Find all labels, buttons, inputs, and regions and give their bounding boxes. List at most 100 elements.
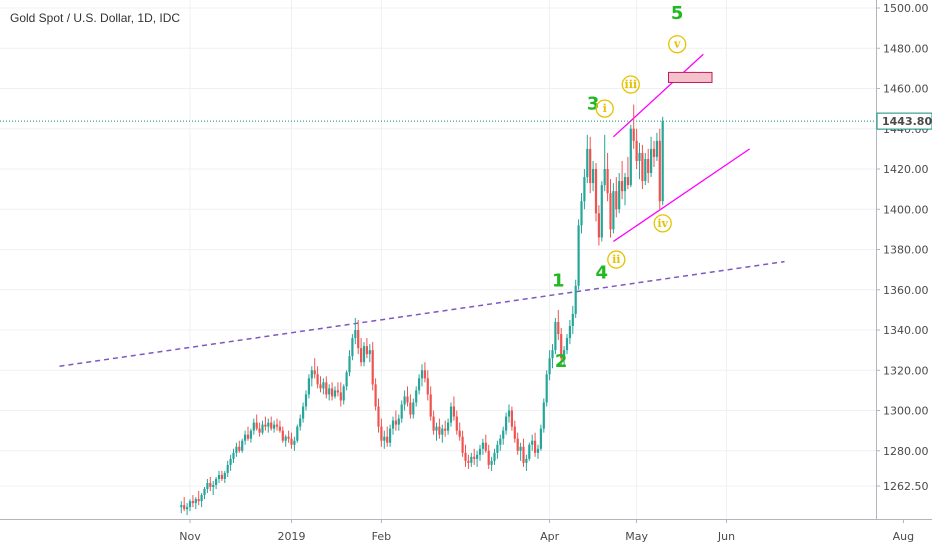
candle-body xyxy=(229,458,232,465)
candle-body xyxy=(374,384,377,407)
wave-circle-i xyxy=(595,99,614,118)
candle-body xyxy=(635,140,638,161)
x-tick-label: Jun xyxy=(717,530,735,543)
y-tick-label: 1280.00 xyxy=(883,445,929,458)
candle-body xyxy=(232,452,235,459)
candle-body xyxy=(513,426,516,439)
candle-body xyxy=(186,507,189,510)
y-tick-label: 1262.50 xyxy=(883,480,929,493)
candle-body xyxy=(403,396,406,405)
candle-body xyxy=(551,350,554,359)
wave-label-2: 2 xyxy=(555,351,568,372)
candle-body xyxy=(652,148,656,157)
candle-body xyxy=(600,185,603,238)
candle-body xyxy=(444,428,447,431)
candle-body xyxy=(290,438,293,445)
candle-body xyxy=(386,436,389,443)
candle-body xyxy=(261,424,264,433)
candle-body xyxy=(383,436,386,441)
candle-body xyxy=(536,448,540,453)
last-price-label: 1443.80 xyxy=(882,115,932,128)
candle-body xyxy=(583,177,586,202)
candle-body xyxy=(548,358,551,375)
candle-body xyxy=(223,472,226,479)
candle-body xyxy=(273,424,276,429)
x-tick-label: 2019 xyxy=(278,530,306,543)
candle-body xyxy=(473,456,476,459)
candle-body xyxy=(371,350,374,385)
candle-body xyxy=(525,458,528,463)
candle-body xyxy=(507,410,511,417)
candle-body xyxy=(409,402,412,415)
candle-body xyxy=(391,420,395,429)
candle-body xyxy=(644,158,647,182)
trendline-lower-channel xyxy=(613,148,751,243)
candle-body xyxy=(217,474,221,479)
candle-body xyxy=(241,440,244,451)
candle-body xyxy=(603,169,606,186)
candle-body xyxy=(655,140,658,157)
candle-body xyxy=(336,390,339,393)
candle-body xyxy=(586,148,589,178)
candle-body xyxy=(360,348,363,363)
candle-body xyxy=(206,482,209,490)
candle-body xyxy=(267,422,270,427)
candle-body xyxy=(220,474,223,479)
trendlines xyxy=(0,53,876,367)
candle-body xyxy=(638,152,641,161)
candle-body xyxy=(322,382,325,389)
candle-body xyxy=(281,430,284,441)
candle-body xyxy=(435,426,438,431)
candle-body xyxy=(264,424,267,427)
candle-body xyxy=(542,402,545,429)
candle-body xyxy=(348,356,351,373)
candle-body xyxy=(183,505,186,510)
candle-body xyxy=(650,148,653,174)
wave-circle-ii xyxy=(607,250,626,269)
candle-body xyxy=(203,489,206,496)
candle-body xyxy=(661,121,664,202)
y-tick-label: 1420.00 xyxy=(883,163,929,176)
candle-body xyxy=(397,418,400,425)
candle-body xyxy=(333,390,337,397)
candle-body xyxy=(331,388,334,397)
grid xyxy=(0,0,904,519)
y-tick-label: 1300.00 xyxy=(883,405,929,418)
candle-body xyxy=(531,440,534,445)
candle-body xyxy=(505,416,508,431)
x-tick-label: Feb xyxy=(372,530,391,543)
candle-body xyxy=(455,416,458,431)
candle-body xyxy=(621,181,624,192)
candle-body xyxy=(484,442,487,451)
y-tick-label: 1460.00 xyxy=(883,83,929,96)
wave-circle-v xyxy=(668,35,687,54)
candle-body xyxy=(302,406,305,419)
candles xyxy=(180,104,664,516)
candle-body xyxy=(592,169,595,184)
candle-body xyxy=(362,346,366,363)
candle-body xyxy=(574,285,577,314)
candle-body xyxy=(658,140,661,202)
candle-body xyxy=(212,484,215,488)
candle-body xyxy=(577,225,580,286)
candle-body xyxy=(368,350,371,355)
candle-body xyxy=(563,350,566,359)
x-tick-label: May xyxy=(625,530,648,543)
candle-body xyxy=(629,128,632,186)
candle-body xyxy=(209,482,212,488)
candle-body xyxy=(200,495,203,502)
candle-body xyxy=(539,428,542,449)
price-axis-panel xyxy=(876,0,932,550)
candle-body xyxy=(589,148,592,184)
candle-body xyxy=(452,406,455,417)
y-tick-label: 1380.00 xyxy=(883,244,929,257)
wave-label-5: 5 xyxy=(671,3,684,24)
candle-body xyxy=(571,313,574,326)
candle-body xyxy=(470,456,473,463)
candle-body xyxy=(365,346,368,355)
candle-body xyxy=(310,370,313,379)
